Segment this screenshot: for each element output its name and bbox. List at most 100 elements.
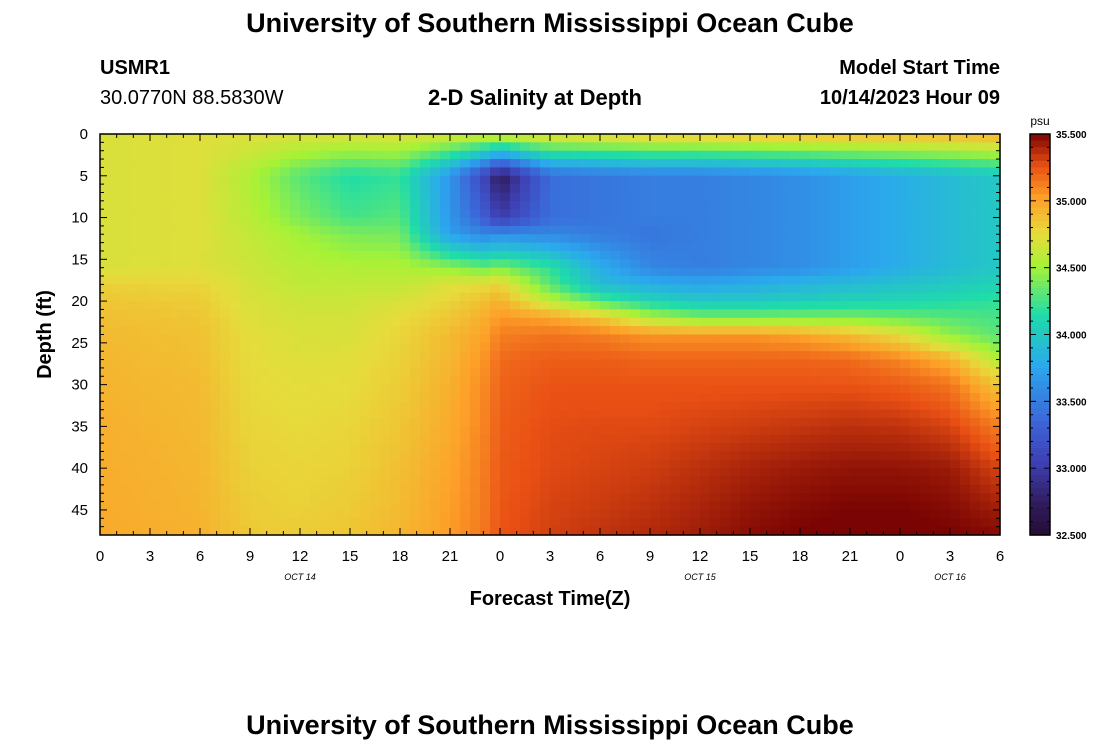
heatmap-cell xyxy=(870,468,881,478)
heatmap-cell xyxy=(390,142,401,152)
heatmap-cell xyxy=(690,376,701,386)
heatmap-cell xyxy=(280,250,291,260)
heatmap-cell xyxy=(820,384,831,394)
heatmap-cell xyxy=(870,150,881,160)
heatmap-cell xyxy=(450,242,461,252)
heatmap-cell xyxy=(950,359,961,369)
heatmap-cell xyxy=(480,250,491,260)
heatmap-cell xyxy=(810,184,821,194)
heatmap-cell xyxy=(480,426,491,436)
heatmap-cell xyxy=(100,317,111,327)
heatmap-cell xyxy=(520,443,531,453)
heatmap-cell xyxy=(100,518,111,528)
heatmap-cell xyxy=(120,192,131,202)
heatmap-cell xyxy=(590,493,601,503)
heatmap-cell xyxy=(910,518,921,528)
heatmap-cell xyxy=(240,267,251,277)
heatmap-cell xyxy=(370,376,381,386)
heatmap-cell xyxy=(460,167,471,177)
heatmap-cell xyxy=(200,434,211,444)
heatmap-cell xyxy=(740,359,751,369)
heatmap-cell xyxy=(700,434,711,444)
heatmap-cell xyxy=(290,434,301,444)
heatmap-cell xyxy=(210,476,221,486)
heatmap-cell xyxy=(120,309,131,319)
heatmap-cell xyxy=(130,301,141,311)
heatmap-cell xyxy=(170,468,181,478)
heatmap-cell xyxy=(670,367,681,377)
heatmap-cell xyxy=(900,309,911,319)
heatmap-cell xyxy=(750,334,761,344)
heatmap-cell xyxy=(870,184,881,194)
colorbar-cell xyxy=(1030,501,1050,509)
heatmap-cell xyxy=(360,326,371,336)
heatmap-cell xyxy=(150,451,161,461)
x-date-label: OCT 16 xyxy=(934,572,966,582)
heatmap-cell xyxy=(190,392,201,402)
heatmap-cell xyxy=(560,259,571,269)
heatmap-cell xyxy=(690,150,701,160)
heatmap-cell xyxy=(590,175,601,185)
colorbar-tick-label: 33.500 xyxy=(1056,397,1087,408)
heatmap-cell xyxy=(980,418,991,427)
heatmap-cell xyxy=(510,401,521,411)
heatmap-cell xyxy=(880,459,891,469)
colorbar-cell xyxy=(1030,187,1050,195)
heatmap-cell xyxy=(690,518,701,528)
heatmap-cell xyxy=(270,167,281,177)
heatmap-cell xyxy=(490,376,501,386)
heatmap-cell xyxy=(740,526,751,536)
heatmap-cell xyxy=(940,200,951,210)
heatmap-cell xyxy=(780,292,791,302)
heatmap-cell xyxy=(420,526,431,536)
heatmap-cell xyxy=(180,468,191,478)
heatmap-cell xyxy=(720,351,731,361)
heatmap-cell xyxy=(890,301,901,311)
heatmap-cell xyxy=(650,526,661,536)
heatmap-cell xyxy=(230,159,241,169)
heatmap-cell xyxy=(100,526,111,536)
heatmap-cell xyxy=(810,192,821,202)
heatmap-cell xyxy=(480,276,491,285)
heatmap-cell xyxy=(550,184,561,194)
heatmap-cell xyxy=(200,384,211,394)
heatmap-cell xyxy=(150,359,161,369)
heatmap-cell xyxy=(600,451,611,461)
heatmap-cell xyxy=(860,434,871,444)
heatmap-cell xyxy=(630,334,641,344)
heatmap-cell xyxy=(530,384,541,394)
heatmap-cell xyxy=(480,342,491,352)
heatmap-cell xyxy=(600,426,611,436)
heatmap-cell xyxy=(400,367,411,377)
heatmap-cell xyxy=(340,359,351,369)
heatmap-cell xyxy=(440,284,451,294)
heatmap-cell xyxy=(370,476,381,486)
colorbar-cell xyxy=(1030,481,1050,489)
heatmap-cell xyxy=(490,526,501,536)
colorbar-cell xyxy=(1030,494,1050,503)
heatmap-cell xyxy=(420,476,431,486)
heatmap-cell xyxy=(540,392,551,402)
heatmap-cell xyxy=(270,434,281,444)
heatmap-cell xyxy=(150,225,161,235)
heatmap-cell xyxy=(620,476,631,486)
heatmap-cell xyxy=(940,184,951,194)
heatmap-cell xyxy=(480,334,491,344)
heatmap-cell xyxy=(640,392,651,402)
heatmap-cell xyxy=(620,134,631,143)
heatmap-cell xyxy=(120,326,131,336)
heatmap-cell xyxy=(400,443,411,453)
heatmap-cell xyxy=(500,451,511,461)
heatmap-cell xyxy=(650,351,661,361)
heatmap-cell xyxy=(580,225,591,235)
heatmap-cell xyxy=(870,217,881,227)
heatmap-cell xyxy=(520,292,531,302)
heatmap-cell xyxy=(530,309,541,319)
heatmap-cell xyxy=(310,175,321,185)
heatmap-cell xyxy=(560,250,571,260)
heatmap-cell xyxy=(870,518,881,528)
heatmap-cell xyxy=(990,493,1001,503)
heatmap-cell xyxy=(690,509,701,519)
heatmap-cell xyxy=(370,142,381,152)
heatmap-cell xyxy=(310,342,321,352)
